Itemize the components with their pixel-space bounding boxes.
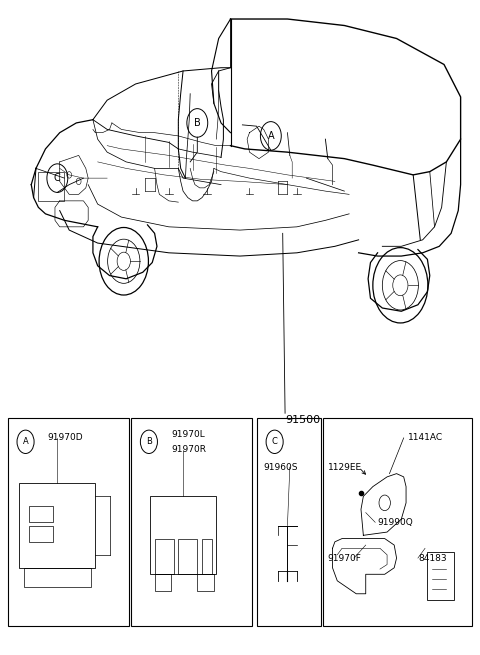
Text: A: A (267, 131, 274, 141)
Bar (29, 525, 53, 542)
Bar (202, 538, 212, 574)
Bar (29, 506, 53, 522)
Bar (257, 419, 321, 626)
Text: 1141AC: 1141AC (408, 434, 444, 442)
Bar (323, 419, 472, 626)
Text: 91970L: 91970L (171, 430, 205, 439)
Text: C: C (54, 173, 60, 183)
Bar (131, 419, 252, 626)
Bar (24, 568, 91, 588)
Bar (8, 419, 129, 626)
Text: B: B (194, 118, 201, 128)
Bar (179, 538, 197, 574)
Text: 91960S: 91960S (264, 462, 298, 472)
Text: 91500: 91500 (285, 415, 320, 425)
Text: 1129EE: 1129EE (328, 462, 362, 472)
Text: 91990Q: 91990Q (378, 518, 413, 527)
Bar (155, 574, 171, 591)
Text: 91970R: 91970R (171, 445, 206, 454)
Text: 84183: 84183 (418, 553, 446, 563)
Text: 91970F: 91970F (328, 553, 361, 563)
Bar (197, 574, 214, 591)
Bar (19, 483, 96, 568)
Text: 91970D: 91970D (48, 434, 84, 442)
Bar (427, 552, 454, 600)
Bar (38, 172, 64, 201)
Bar (150, 496, 216, 574)
Text: B: B (146, 438, 152, 446)
Text: C: C (272, 438, 277, 446)
Text: A: A (23, 438, 28, 446)
Bar (155, 538, 174, 574)
